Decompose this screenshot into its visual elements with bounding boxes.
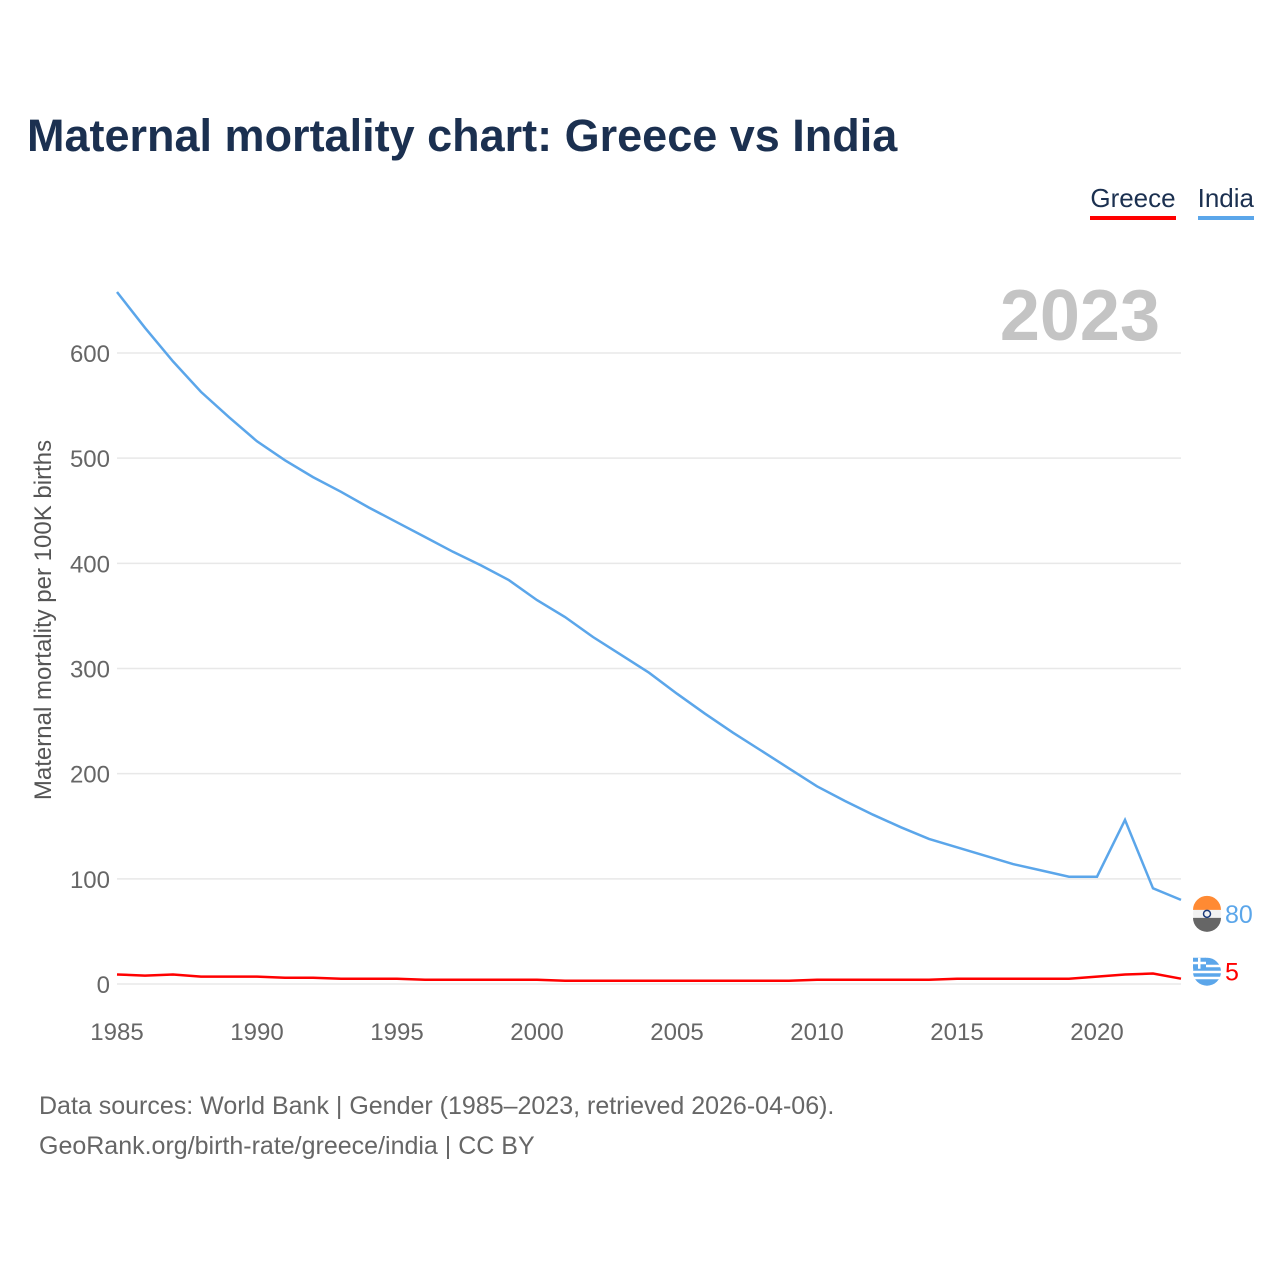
source-note: Data sources: World Bank | Gender (1985–… — [39, 1086, 834, 1166]
chart-title: Maternal mortality chart: Greece vs Indi… — [27, 110, 898, 161]
source-line-2[interactable]: GeoRank.org/birth-rate/greece/india | CC… — [39, 1132, 535, 1160]
x-tick-label: 1990 — [230, 1019, 283, 1046]
end-label-greece: 5 — [1225, 959, 1239, 987]
y-tick-label: 0 — [97, 972, 110, 999]
y-tick-label: 100 — [70, 867, 110, 894]
end-label-india: 80 — [1225, 901, 1253, 929]
x-tick-label: 1985 — [90, 1019, 143, 1046]
y-tick-label: 200 — [70, 762, 110, 789]
x-tick-label: 2005 — [650, 1019, 703, 1046]
year-watermark: 2023 — [1000, 276, 1160, 356]
y-tick-label: 500 — [70, 446, 110, 473]
y-axis-label: Maternal mortality per 100K births — [30, 440, 57, 800]
x-tick-label: 2015 — [930, 1019, 983, 1046]
y-tick-label: 300 — [70, 657, 110, 684]
flag-greece-icon — [1193, 957, 1221, 986]
legend: Greece India — [1090, 183, 1254, 220]
x-tick-label: 1995 — [370, 1019, 423, 1046]
legend-greece[interactable]: Greece — [1090, 183, 1176, 220]
y-tick-label: 600 — [70, 341, 110, 368]
source-line-1: Data sources: World Bank | Gender (1985–… — [39, 1092, 835, 1120]
flag-india-icon — [1193, 895, 1221, 932]
x-tick-label: 2020 — [1070, 1019, 1123, 1046]
x-tick-label: 2000 — [510, 1019, 563, 1046]
x-tick-label: 2010 — [790, 1019, 843, 1046]
series-line-greece — [116, 972, 1182, 983]
legend-india[interactable]: India — [1197, 183, 1254, 220]
y-tick-label: 400 — [70, 551, 110, 578]
series-line-india — [116, 291, 1182, 902]
